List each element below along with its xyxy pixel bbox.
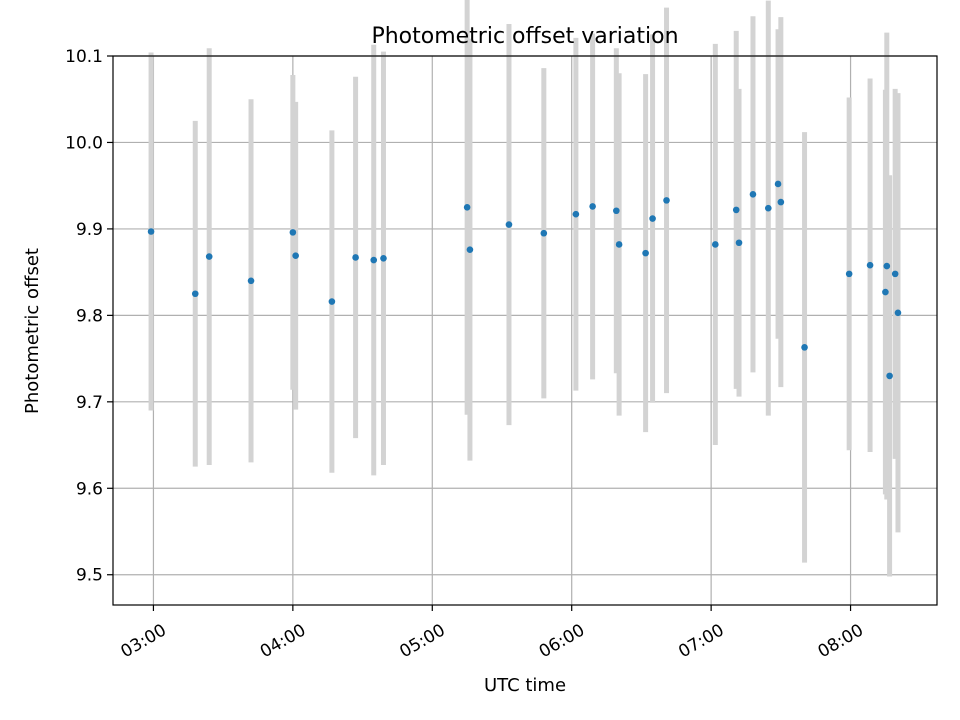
data-point — [732, 206, 740, 214]
data-point — [292, 252, 299, 260]
data-point — [891, 270, 899, 278]
x-axis-label: UTC time — [484, 675, 566, 696]
data-point — [649, 215, 656, 222]
data-point — [777, 198, 785, 206]
y-tick-label: 10.0 — [65, 133, 103, 153]
data-point — [205, 253, 213, 260]
data-point — [883, 262, 891, 270]
data-point — [380, 255, 387, 262]
data-point — [886, 372, 893, 380]
plot-area — [113, 56, 937, 605]
data-point — [712, 241, 719, 248]
y-axis-ticks: 9.5 9.6 9.7 9.8 9.9 10.0 10.1 — [65, 47, 113, 586]
data-point — [147, 228, 155, 235]
data-point — [642, 249, 649, 257]
data-point — [663, 197, 670, 204]
data-point — [764, 204, 772, 212]
data-point — [191, 290, 199, 298]
data-point — [882, 288, 889, 296]
data-point — [845, 270, 853, 278]
data-point — [352, 254, 359, 261]
y-tick-label: 9.6 — [76, 479, 103, 499]
plot-frame — [112, 55, 938, 606]
data-point — [540, 229, 548, 237]
data-point — [866, 261, 874, 269]
data-point — [894, 309, 902, 317]
y-tick-label: 9.7 — [76, 393, 103, 413]
y-tick-label: 9.8 — [76, 306, 103, 326]
y-axis-label: Photometric offset — [22, 248, 43, 414]
data-point — [613, 207, 620, 215]
data-point — [589, 203, 596, 210]
y-tick-label: 10.1 — [65, 47, 103, 67]
chart-title: Photometric offset variation — [371, 24, 678, 49]
data-point — [615, 241, 623, 248]
y-tick-label: 9.9 — [76, 220, 103, 240]
data-point — [328, 298, 336, 305]
data-point — [774, 180, 782, 188]
data-point — [572, 210, 580, 218]
data-point — [735, 239, 743, 247]
data-point — [247, 277, 255, 285]
y-tick-label: 9.5 — [76, 566, 103, 586]
data-point — [749, 191, 757, 198]
data-point — [801, 344, 808, 351]
data-points — [147, 180, 902, 380]
data-point — [505, 221, 513, 228]
data-point — [466, 246, 474, 253]
data-point — [463, 203, 471, 211]
data-point — [289, 229, 297, 236]
data-point — [370, 256, 378, 264]
